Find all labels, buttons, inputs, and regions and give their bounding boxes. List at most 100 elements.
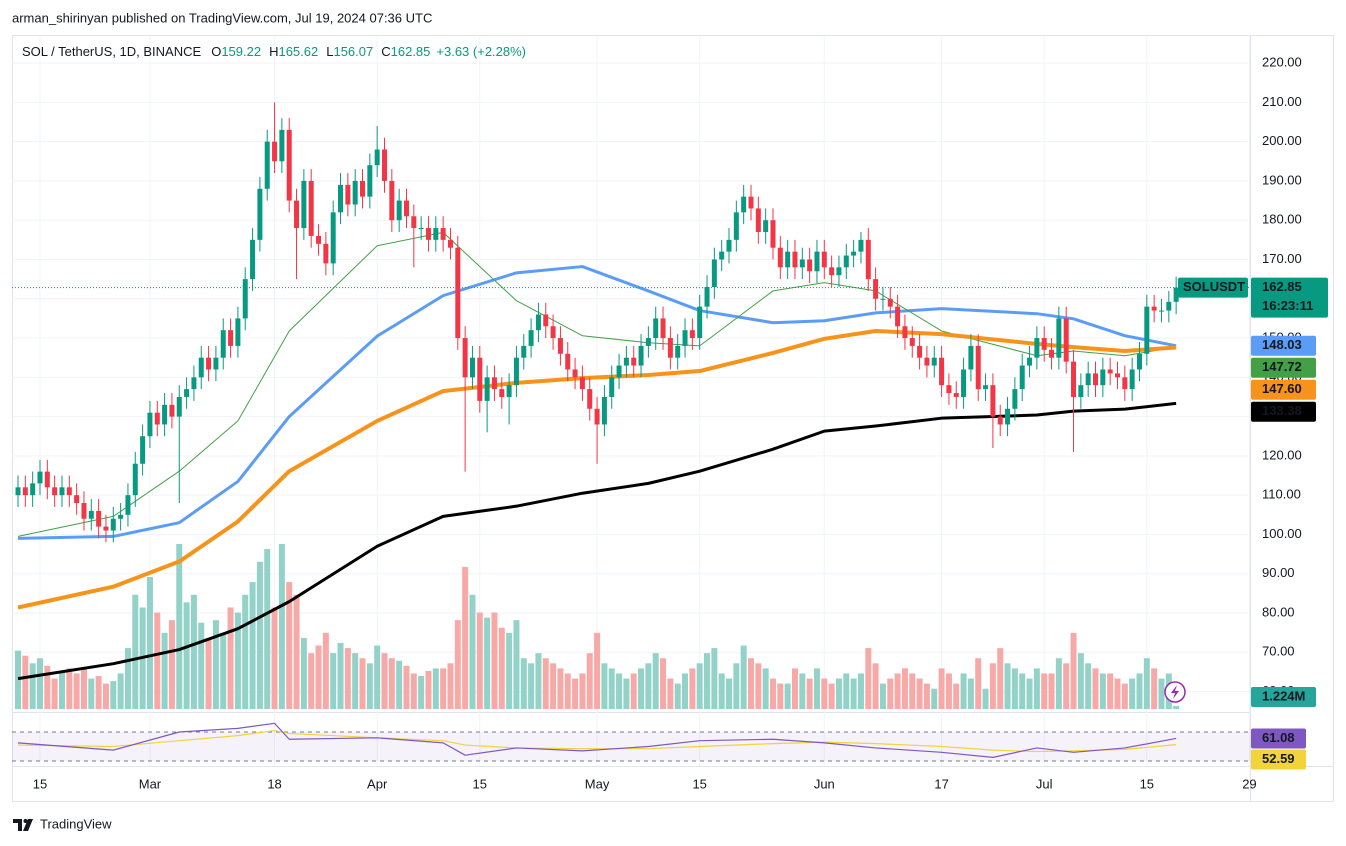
volume-value: 1.224M xyxy=(1262,688,1305,703)
candle-body xyxy=(52,487,58,496)
candle-body xyxy=(1085,373,1091,386)
candle-body xyxy=(22,487,28,496)
volume-bar xyxy=(564,673,571,709)
volume-bar xyxy=(1041,673,1048,709)
volume-bar xyxy=(183,602,190,709)
candle-body xyxy=(726,239,732,252)
rsi-band xyxy=(12,732,1250,761)
x-tick-label: 15 xyxy=(1140,776,1154,791)
candle-body xyxy=(250,239,256,280)
candle-body xyxy=(15,487,21,496)
volume-bar xyxy=(29,663,36,709)
candle-body xyxy=(961,369,967,397)
volume-bar xyxy=(1107,673,1114,709)
volume-bar xyxy=(22,655,29,709)
rsi-line xyxy=(17,722,1177,758)
candle-body xyxy=(1173,287,1179,302)
candle-body xyxy=(440,228,446,240)
volume-bar xyxy=(80,668,87,709)
volume-bar xyxy=(381,653,388,709)
volume-bar xyxy=(945,673,952,709)
volume-bar xyxy=(1019,673,1026,709)
candle-body xyxy=(865,239,871,280)
candle-body xyxy=(579,377,585,390)
rsi-value: 52.59 xyxy=(1262,751,1295,766)
volume-bar xyxy=(315,645,322,709)
volume-bar xyxy=(337,643,344,709)
volume-bar xyxy=(88,678,95,709)
candle-body xyxy=(462,338,468,378)
volume-bar xyxy=(1004,663,1011,709)
candle-body xyxy=(887,298,893,307)
candle-body xyxy=(316,235,322,244)
volume-bar xyxy=(887,678,894,709)
candle-body xyxy=(162,404,168,425)
volume-bar xyxy=(352,653,359,709)
ohlc-value: 159.22 xyxy=(221,44,261,59)
volume-bar xyxy=(440,668,447,709)
candle-body xyxy=(132,463,138,496)
volume-bar xyxy=(227,607,234,709)
candle-body xyxy=(103,526,109,531)
candle-body xyxy=(96,510,102,527)
volume-bar xyxy=(1143,658,1150,709)
candle-body xyxy=(799,259,805,268)
candle-body xyxy=(1151,306,1157,311)
candle-body xyxy=(843,255,849,268)
y-tick-label: 110.00 xyxy=(1262,487,1301,502)
volume-bar xyxy=(711,648,718,709)
x-tick-label: 17 xyxy=(934,776,948,791)
y-tick-label: 210.00 xyxy=(1262,94,1302,109)
volume-bar xyxy=(1070,632,1077,709)
candle-body xyxy=(895,306,901,327)
x-tick-label: Mar xyxy=(139,776,162,791)
volume-bar xyxy=(117,673,124,709)
ma-value-box xyxy=(1251,357,1316,378)
candle-body xyxy=(924,357,930,366)
ticker-box xyxy=(1178,277,1248,298)
volume-bar xyxy=(645,663,652,709)
volume-bar xyxy=(894,673,901,709)
x-tick-label: 15 xyxy=(692,776,706,791)
alert-icon[interactable] xyxy=(1164,681,1186,703)
candle-body xyxy=(748,196,754,209)
volume-bar xyxy=(616,673,623,709)
byline: arman_shirinyan published on TradingView… xyxy=(12,10,432,25)
candle-body xyxy=(1071,361,1077,397)
candle-body xyxy=(147,412,153,437)
candle-body xyxy=(631,357,637,366)
ma-value: 148.03 xyxy=(1262,337,1302,352)
volume-bar xyxy=(857,673,864,709)
candle-body xyxy=(873,279,879,299)
candle-body xyxy=(360,180,366,197)
volume-bar xyxy=(704,653,711,709)
volume-bar xyxy=(1055,658,1062,709)
candle-body xyxy=(638,345,644,366)
volume-bar xyxy=(762,668,769,709)
candle-body xyxy=(543,314,549,327)
logo-part xyxy=(13,819,22,831)
moving-average xyxy=(17,401,1177,681)
volume-bar xyxy=(1099,673,1106,709)
candle-body xyxy=(836,267,842,276)
candle-body xyxy=(902,326,908,339)
candle-body xyxy=(469,357,475,378)
ma-value-box xyxy=(1251,379,1316,400)
candle-body xyxy=(858,239,864,252)
volume-bar xyxy=(359,658,366,709)
price-box xyxy=(1251,277,1328,318)
candle-body xyxy=(557,338,563,354)
volume-bar xyxy=(748,658,754,709)
candle-body xyxy=(74,495,80,504)
candle-body xyxy=(184,389,190,397)
candle-body xyxy=(1063,318,1069,362)
candle-body xyxy=(1100,369,1106,386)
volume-bar xyxy=(484,617,491,709)
candle-body xyxy=(682,330,688,346)
candle-body xyxy=(1144,306,1150,354)
alert-bolt[interactable] xyxy=(1171,685,1179,699)
volume-bar xyxy=(462,566,469,709)
volume-bar xyxy=(960,673,967,709)
volume-bar xyxy=(454,620,461,709)
